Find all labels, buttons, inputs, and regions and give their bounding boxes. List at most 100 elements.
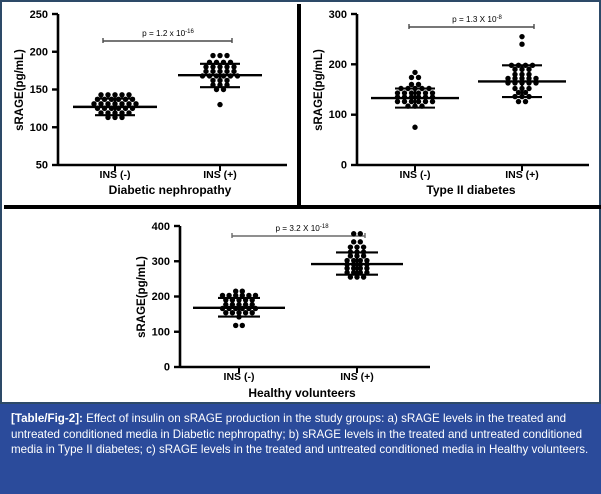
data-point	[126, 101, 132, 107]
panel-divider-vertical	[297, 4, 301, 206]
data-point	[112, 92, 118, 98]
data-point	[522, 89, 529, 96]
data-point	[347, 253, 354, 259]
data-point	[239, 288, 245, 294]
data-point	[242, 301, 249, 308]
p-value-label-a: p = 1.2 x 10-16	[142, 29, 194, 38]
y-tick-label-c-2: 200	[152, 291, 170, 303]
y-tick-label-c-0: 0	[164, 362, 170, 374]
data-point	[357, 257, 363, 264]
group-label-b-ins-pos: INS (+)	[505, 169, 539, 181]
significance-bracket-b	[408, 24, 535, 29]
panel-title-a: Diabetic nephropathy	[109, 183, 232, 197]
data-point	[239, 322, 245, 329]
data-point	[512, 75, 518, 82]
panel-divider-horizontal	[4, 205, 601, 209]
data-point	[229, 310, 236, 316]
y-ticks-c	[174, 224, 180, 369]
data-point	[252, 292, 259, 299]
data-point	[344, 257, 350, 264]
data-point	[408, 90, 415, 96]
y-tick-label-c-1: 100	[152, 326, 170, 338]
data-point	[231, 64, 237, 70]
y-tick-label-c-3: 300	[152, 256, 170, 268]
data-point	[219, 292, 226, 299]
data-point	[415, 74, 422, 81]
data-points-a	[73, 52, 262, 121]
caption-tag: [Table/Fig-2]:	[11, 412, 83, 425]
data-point	[357, 239, 363, 245]
data-point	[239, 292, 245, 299]
data-point	[224, 64, 230, 70]
y-tick-label-a-4: 250	[30, 9, 48, 21]
data-point	[364, 257, 370, 264]
group-label-c-ins-pos: INS (+)	[340, 371, 374, 383]
data-point	[515, 89, 522, 96]
data-point	[512, 85, 518, 92]
data-point	[351, 231, 357, 237]
data-point	[522, 98, 529, 105]
data-point	[224, 77, 230, 84]
panel-title-c: Healthy volunteers	[248, 386, 356, 400]
y-tick-label-b-0: 0	[341, 160, 347, 172]
data-point	[505, 75, 511, 82]
data-point	[246, 292, 252, 299]
data-point	[203, 64, 209, 70]
data-point	[412, 69, 418, 76]
y-tick-label-a-0: 50	[36, 160, 48, 172]
p-value-label-b: p = 1.3 X 10-8	[452, 15, 502, 24]
data-point	[415, 90, 422, 96]
data-point	[119, 92, 125, 98]
data-point	[223, 301, 229, 308]
y-ticks-b	[351, 12, 357, 167]
data-point	[224, 52, 230, 59]
data-point	[360, 244, 367, 250]
data-point	[401, 90, 408, 96]
group-label-c-ins-neg: INS (-)	[224, 371, 255, 383]
data-point	[512, 66, 518, 73]
data-point	[249, 301, 255, 308]
data-point	[229, 301, 236, 308]
group-label-a-ins-pos: INS (+)	[203, 169, 237, 181]
data-point	[408, 98, 415, 105]
significance-bracket-a	[102, 38, 233, 43]
data-point	[408, 81, 415, 88]
data-point	[429, 90, 436, 96]
y-tick-label-a-3: 200	[30, 46, 48, 58]
data-point	[249, 310, 255, 316]
data-point	[526, 85, 532, 92]
data-point	[412, 124, 418, 130]
data-point	[429, 98, 436, 105]
data-point	[91, 101, 97, 107]
data-point	[210, 52, 216, 59]
data-point	[242, 310, 249, 316]
figure-caption: [Table/Fig-2]: Effect of insulin on sRAG…	[0, 404, 601, 494]
group-label-b-ins-neg: INS (-)	[400, 169, 431, 181]
data-point	[233, 322, 239, 329]
data-point	[415, 81, 422, 88]
panel-c-svg: 0 100 200 300 400 sRAGE(pg/mL) INS (-) I…	[136, 221, 430, 400]
y-tick-label-a-1: 100	[30, 122, 48, 134]
data-point	[357, 231, 363, 237]
data-point	[210, 64, 216, 70]
data-point	[526, 75, 532, 82]
y-tick-label-c-4: 400	[152, 221, 170, 233]
y-tick-label-b-1: 100	[329, 109, 347, 121]
caption-text: Effect of insulin on sRAGE production in…	[11, 412, 589, 457]
data-point	[224, 68, 230, 75]
data-point	[519, 33, 525, 40]
data-point	[415, 98, 422, 105]
p-value-label-c: p = 3.2 X 10-18	[275, 224, 329, 233]
data-point	[533, 75, 539, 82]
panel-title-b: Type II diabetes	[426, 183, 515, 197]
data-point	[515, 98, 522, 105]
data-point	[98, 92, 104, 98]
data-point	[231, 68, 237, 75]
y-tick-label-a-2: 150	[30, 84, 48, 96]
data-points-b	[371, 33, 566, 130]
data-point	[233, 292, 239, 299]
data-point	[354, 244, 360, 250]
data-point	[401, 98, 408, 105]
data-point	[203, 68, 209, 75]
